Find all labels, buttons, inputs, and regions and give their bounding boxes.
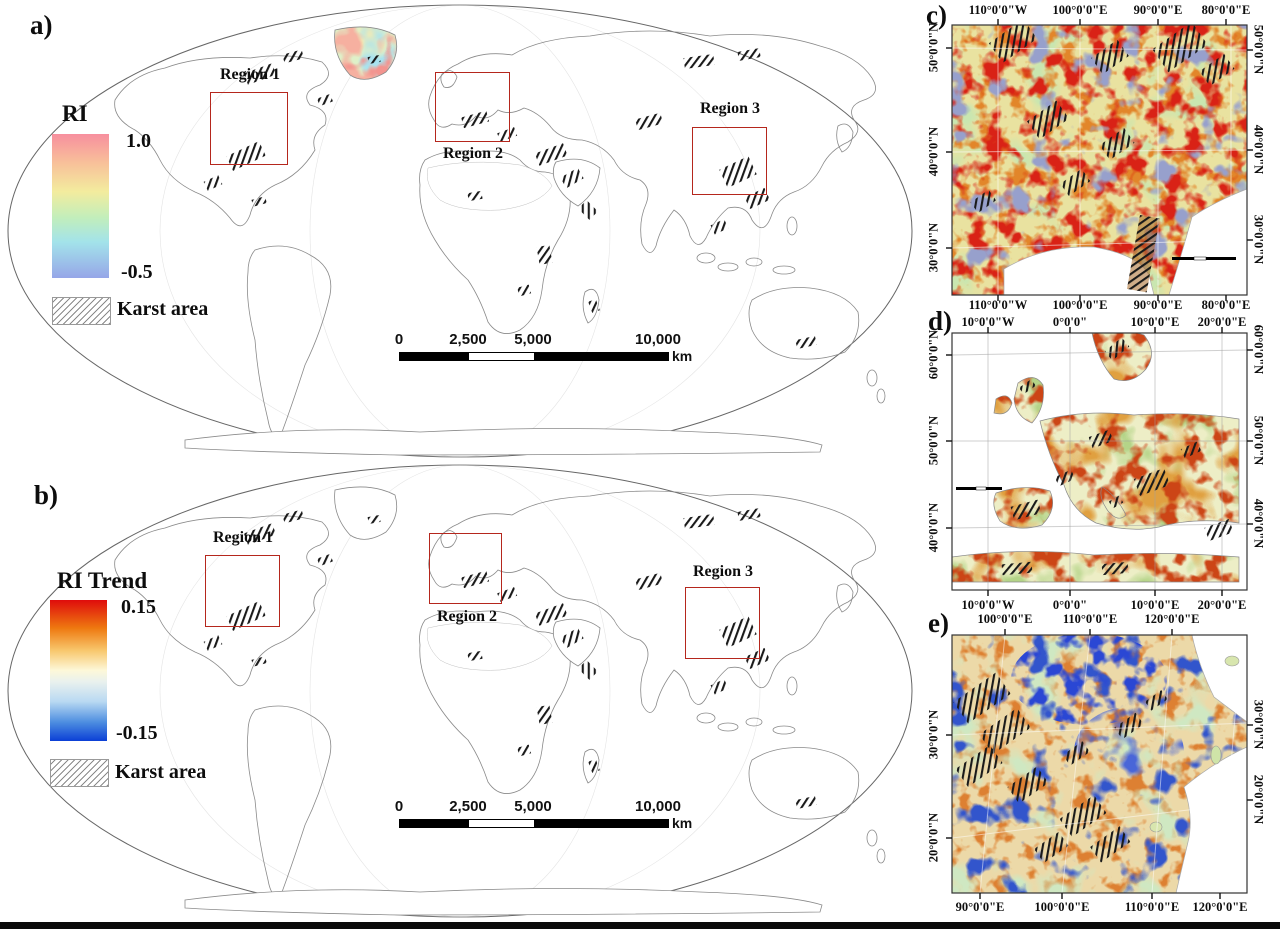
scalebar-a-2500: 2,500 xyxy=(449,331,487,348)
c-bottom-tick-3: 80°0'0"E xyxy=(1201,298,1251,312)
karst-label-b: Karst area xyxy=(115,761,207,783)
c-top-tick-3: 80°0'0"E xyxy=(1201,3,1251,17)
legend-b-title: RI Trend xyxy=(57,568,148,593)
d-bottom-tick-0: 10°0'0"W xyxy=(961,598,1015,612)
scalebar-a xyxy=(399,352,669,361)
inset-scalebar-c xyxy=(1172,256,1236,261)
karst-label-a: Karst area xyxy=(117,298,209,320)
d-bottom-tick-3: 20°0'0"E xyxy=(1197,598,1247,612)
d-bottom-tick-1: 0°0'0" xyxy=(1052,598,1088,612)
c-top-tick-0: 110°0'0"W xyxy=(968,3,1028,17)
panel-a-label: a) xyxy=(30,10,53,40)
scalebar-a-0: 0 xyxy=(394,331,404,348)
d-right-tick-2: 40°0'0"N xyxy=(1251,498,1266,549)
c-top-tick-2: 90°0'0"E xyxy=(1133,3,1183,17)
e-bottom-tick-3: 120°0'0"E xyxy=(1192,900,1248,914)
region-1-label-b: Region 1 xyxy=(213,529,273,546)
region-1-label-a: Region 1 xyxy=(220,66,280,83)
region-1-box-b xyxy=(205,555,280,627)
karst-swatch-a xyxy=(52,297,111,325)
world-map-ri xyxy=(7,4,913,458)
region-2-label-b: Region 2 xyxy=(437,608,497,625)
d-top-tick-3: 20°0'0"E xyxy=(1197,315,1247,329)
d-left-tick-1: 50°0'0"N xyxy=(926,415,941,466)
region-2-box-b xyxy=(429,533,502,604)
e-bottom-tick-1: 100°0'0"E xyxy=(1034,900,1090,914)
e-bottom-tick-0: 90°0'0"E xyxy=(955,900,1005,914)
region-1-box-a xyxy=(210,92,288,165)
e-top-tick-1: 110°0'0"E xyxy=(1062,612,1118,626)
e-top-tick-2: 120°0'0"E xyxy=(1144,612,1200,626)
scalebar-b xyxy=(399,819,669,828)
region-2-label-a: Region 2 xyxy=(443,145,503,162)
d-top-tick-1: 0°0'0" xyxy=(1052,315,1088,329)
legend-a-max: 1.0 xyxy=(126,130,151,152)
region-map-d xyxy=(946,327,1253,596)
inset-scalebar-d xyxy=(956,486,1002,491)
e-top-tick-0: 100°0'0"E xyxy=(977,612,1033,626)
scalebar-a-5000: 5,000 xyxy=(514,331,552,348)
colorbar-ri-trend xyxy=(50,600,107,741)
legend-b-max: 0.15 xyxy=(121,596,156,618)
legend-a-min: -0.5 xyxy=(121,261,153,283)
region-3-label-a: Region 3 xyxy=(700,100,760,117)
c-left-tick-2: 30°0'0"N xyxy=(926,222,941,273)
c-right-tick-1: 40°0'0"N xyxy=(1251,124,1266,175)
c-right-tick-0: 50°0'0"N xyxy=(1251,24,1266,75)
region-3-box-b xyxy=(685,587,760,659)
legend-a-title: RI xyxy=(62,101,88,126)
e-left-tick-1: 20°0'0"N xyxy=(926,812,941,863)
scalebar-b-unit: km xyxy=(672,815,693,831)
d-bottom-tick-2: 10°0'0"E xyxy=(1130,598,1180,612)
region-3-label-b: Region 3 xyxy=(693,563,753,580)
d-left-tick-2: 40°0'0"N xyxy=(926,502,941,553)
e-right-tick-0: 30°0'0"N xyxy=(1251,699,1266,750)
c-right-tick-2: 30°0'0"N xyxy=(1251,214,1266,265)
region-3-box-a xyxy=(692,127,767,195)
e-bottom-tick-2: 110°0'0"E xyxy=(1124,900,1180,914)
c-bottom-tick-2: 90°0'0"E xyxy=(1133,298,1183,312)
panel-e-label: e) xyxy=(928,608,949,638)
panel-d-label: d) xyxy=(928,306,953,336)
world-map-ri-trend xyxy=(7,464,913,918)
d-top-tick-0: 10°0'0"W xyxy=(961,315,1015,329)
region-map-e xyxy=(946,629,1253,899)
panel-b-label: b) xyxy=(34,480,59,510)
scalebar-b-10000: 10,000 xyxy=(635,798,681,815)
e-left-tick-0: 30°0'0"N xyxy=(926,709,941,760)
figure-bottom-border xyxy=(0,922,1280,929)
scalebar-a-unit: km xyxy=(672,348,693,364)
e-right-tick-1: 20°0'0"N xyxy=(1251,774,1266,825)
scalebar-b-2500: 2,500 xyxy=(449,798,487,815)
c-top-tick-1: 100°0'0"E xyxy=(1052,3,1108,17)
scalebar-a-10000: 10,000 xyxy=(635,331,681,348)
c-bottom-tick-1: 100°0'0"E xyxy=(1052,298,1108,312)
c-left-tick-0: 50°0'0"N xyxy=(926,22,941,73)
legend-b-min: -0.15 xyxy=(116,722,158,744)
region-map-c xyxy=(946,19,1253,301)
world-maps-svg xyxy=(7,4,913,918)
panel-c-label: c) xyxy=(926,0,947,30)
d-top-tick-2: 10°0'0"E xyxy=(1130,315,1180,329)
d-left-tick-0: 60°0'0"N xyxy=(926,329,941,380)
c-bottom-tick-0: 110°0'0"W xyxy=(968,298,1028,312)
karst-swatch-b xyxy=(50,759,109,787)
d-right-tick-1: 50°0'0"N xyxy=(1251,415,1266,466)
d-right-tick-0: 60°0'0"N xyxy=(1251,324,1266,375)
scalebar-b-0: 0 xyxy=(394,798,404,815)
region-2-box-a xyxy=(435,72,510,142)
colorbar-ri xyxy=(52,134,109,278)
c-left-tick-1: 40°0'0"N xyxy=(926,126,941,177)
scalebar-b-5000: 5,000 xyxy=(514,798,552,815)
